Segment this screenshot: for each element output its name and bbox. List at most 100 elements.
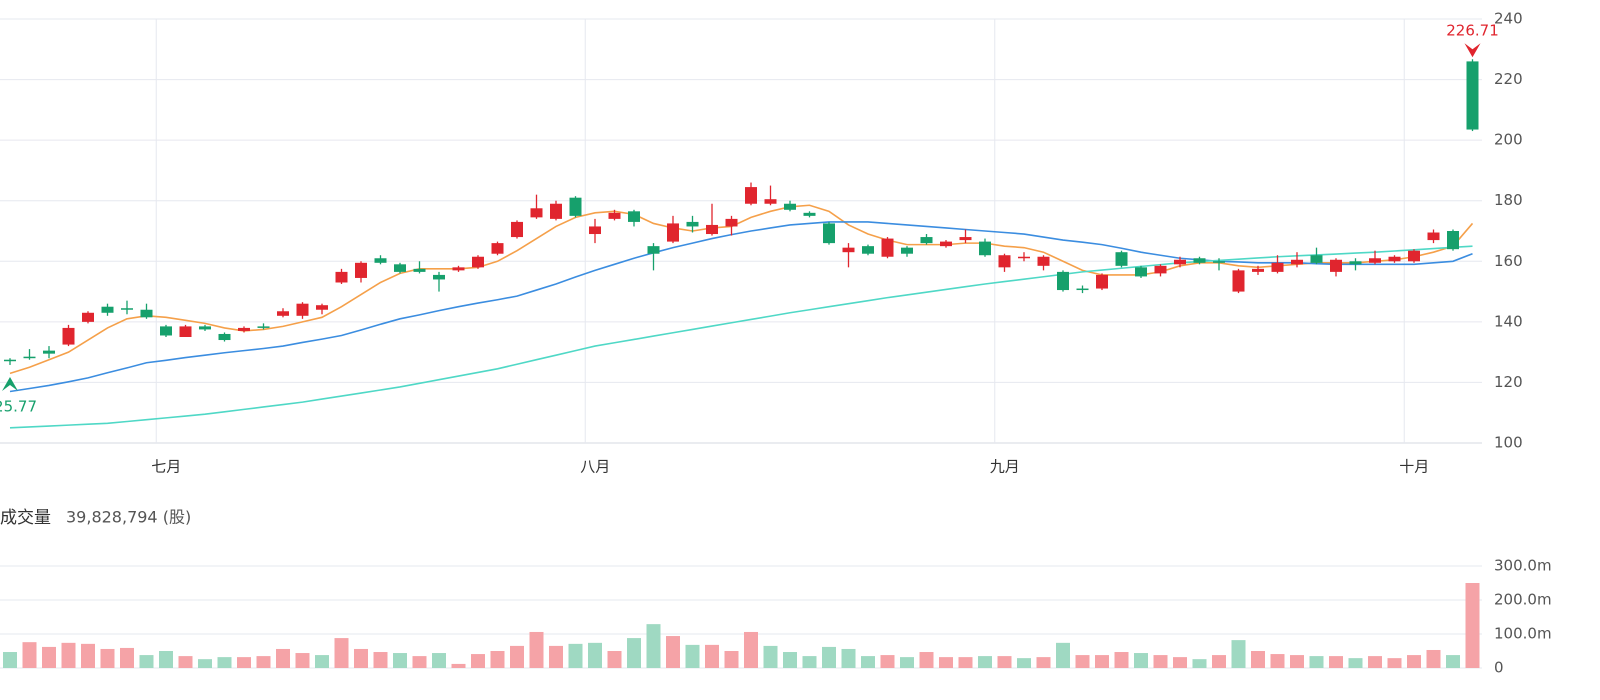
volume-bar <box>432 653 446 668</box>
candle-body <box>296 303 309 316</box>
candle-body <box>62 327 75 345</box>
volume-bar <box>607 651 622 668</box>
volume-bar <box>1192 659 1207 668</box>
volume-bar <box>256 656 271 668</box>
candle-body <box>920 237 933 244</box>
candle-body <box>121 308 133 310</box>
candle-body <box>257 326 270 328</box>
volume-bar <box>237 657 251 668</box>
volume-bar <box>1153 655 1168 668</box>
volume-bar <box>334 638 349 668</box>
candle-body <box>940 241 952 247</box>
candle-body <box>472 256 484 268</box>
candle-body <box>1174 259 1186 265</box>
candle-body <box>82 312 94 322</box>
candle-body <box>959 237 972 241</box>
candle-body <box>316 305 328 310</box>
candle-body <box>706 224 718 235</box>
candle-body <box>1408 250 1420 262</box>
candle-body <box>1310 255 1323 263</box>
min-arrow <box>2 376 18 391</box>
candle-body <box>1466 61 1479 130</box>
volume-bar <box>1251 651 1265 668</box>
volume-bar <box>42 646 56 668</box>
candle-body <box>589 226 601 235</box>
volume-bar <box>451 663 466 668</box>
volume-bar <box>217 657 232 668</box>
volume-bar <box>354 648 368 668</box>
volume-bar <box>880 655 895 668</box>
volume-bar <box>1134 653 1148 668</box>
volume-bar <box>1017 658 1031 668</box>
candle-body <box>1115 252 1128 266</box>
min-label: 125.77 <box>0 397 37 415</box>
y-tick-label: 200 <box>1494 131 1523 149</box>
candle-body <box>842 247 855 253</box>
volume-bar <box>1426 649 1441 668</box>
volume-bar <box>802 656 817 668</box>
candle-body <box>628 211 640 222</box>
volume-bar <box>373 652 388 668</box>
candle-body <box>160 326 172 336</box>
volume-bar <box>588 642 602 668</box>
candle-body <box>374 258 387 263</box>
candle-body <box>413 268 426 272</box>
candle-body <box>1447 231 1459 250</box>
volume-bar <box>1387 658 1402 668</box>
volume-bar <box>61 642 76 668</box>
ma-line <box>9 245 1473 429</box>
candle-body <box>647 246 660 254</box>
volume-bar <box>1368 656 1382 668</box>
candle-body <box>179 326 192 337</box>
candle-body <box>901 247 913 254</box>
ma-line <box>9 221 1473 393</box>
candle-body <box>433 274 445 280</box>
candle-body <box>238 327 250 331</box>
max-label: 226.71 <box>1446 22 1499 40</box>
volume-bar <box>666 636 680 668</box>
volume-bar <box>1407 655 1421 668</box>
volume-bar <box>1173 657 1187 668</box>
volume-bar <box>393 653 407 668</box>
max-arrow <box>1464 43 1481 58</box>
candle-body <box>101 306 114 313</box>
volume-bar <box>198 659 212 668</box>
volume-bar <box>724 651 739 668</box>
candle-body <box>745 187 757 204</box>
volume-bar <box>763 645 778 668</box>
volume-bar <box>1446 655 1460 668</box>
volume-bar <box>178 656 193 668</box>
volume-bar <box>978 656 992 668</box>
candle-body <box>140 309 153 318</box>
candle-body <box>725 218 738 227</box>
volume-bar <box>1465 583 1480 668</box>
volume-bar <box>1270 654 1285 668</box>
volume-bar <box>900 657 914 668</box>
candle-body <box>608 212 621 219</box>
candle-body <box>803 212 816 216</box>
volume-bar <box>276 648 290 668</box>
candle-body <box>43 350 55 354</box>
volume-bar <box>861 656 875 668</box>
volume-bar <box>958 657 973 668</box>
x-tick-label: 十月 <box>1399 458 1429 476</box>
candle-body <box>4 359 16 362</box>
y-tick-label: 220 <box>1494 70 1523 88</box>
volume-bar <box>295 653 310 668</box>
candle-body <box>218 333 231 341</box>
volume-bar <box>646 624 661 668</box>
candle-body <box>1291 259 1303 265</box>
volume-bar <box>568 643 583 668</box>
candle-body <box>862 246 874 254</box>
candle-body <box>1037 256 1050 266</box>
y-tick-label: 120 <box>1494 373 1523 391</box>
volume-bar <box>1036 657 1051 668</box>
candle-body <box>1427 232 1440 241</box>
y-tick-label: 160 <box>1494 252 1523 270</box>
volume-bar <box>744 631 758 668</box>
candle-body <box>23 356 36 359</box>
volume-bar <box>315 655 329 668</box>
candle-body <box>1271 262 1284 272</box>
volume-bar <box>1075 655 1090 668</box>
volume-bar <box>139 655 154 668</box>
